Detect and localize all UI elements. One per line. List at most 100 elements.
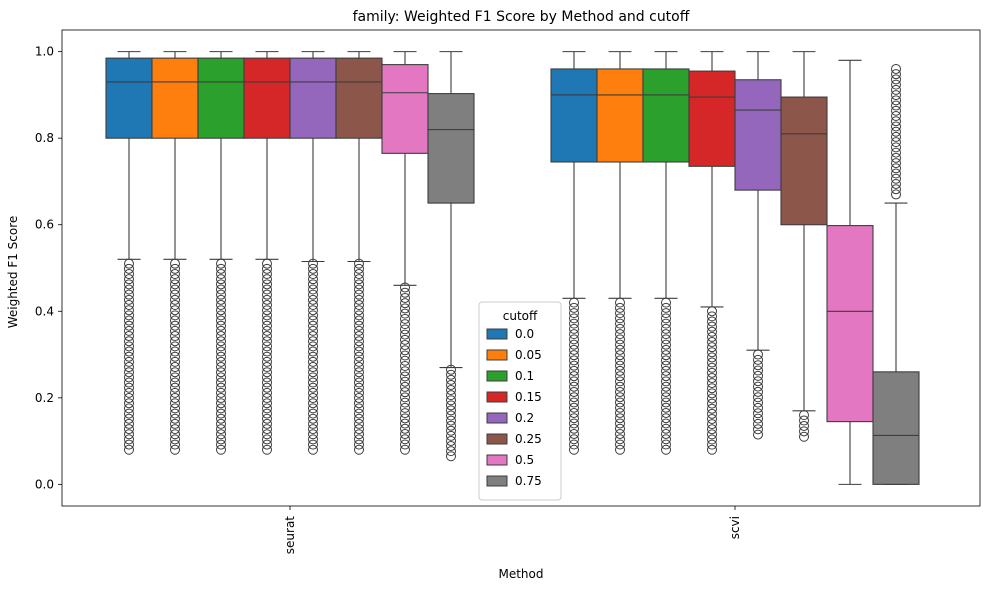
outlier-point xyxy=(170,418,180,429)
outlier-point xyxy=(615,423,625,434)
outlier-point xyxy=(354,279,364,290)
outlier-point xyxy=(262,269,272,280)
outlier-point xyxy=(446,410,456,421)
outlier-point xyxy=(753,402,763,413)
outlier-point xyxy=(661,355,671,366)
box-scvi-0.05 xyxy=(596,51,644,455)
outlier-point xyxy=(615,397,625,408)
outlier-point xyxy=(753,376,763,387)
outlier-point xyxy=(446,430,456,441)
legend-label: 0.05 xyxy=(515,348,542,362)
outlier-point xyxy=(891,189,901,200)
outlier-point xyxy=(707,388,717,399)
outlier-point xyxy=(170,274,180,285)
outlier-point xyxy=(400,397,410,408)
outlier-point xyxy=(446,441,456,452)
outlier-point xyxy=(170,263,180,274)
outlier-point xyxy=(262,263,272,274)
outlier-point xyxy=(354,413,364,424)
outlier-point xyxy=(615,376,625,387)
outlier-point xyxy=(124,356,134,367)
outlier-point xyxy=(569,423,579,434)
outlier-point xyxy=(354,408,364,419)
outlier-point xyxy=(308,300,318,311)
outlier-point xyxy=(615,418,625,429)
outlier-point xyxy=(216,315,226,326)
outlier-point xyxy=(661,302,671,313)
outlier-point xyxy=(124,310,134,321)
outlier-point xyxy=(891,111,901,122)
box-iqr xyxy=(335,57,383,139)
outlier-point xyxy=(262,310,272,321)
outlier-point xyxy=(124,284,134,295)
outlier-point xyxy=(661,329,671,340)
outlier-point xyxy=(400,434,410,445)
outlier-point xyxy=(124,372,134,383)
outlier-point xyxy=(124,320,134,331)
outlier-point xyxy=(170,413,180,424)
outlier-point xyxy=(446,446,456,457)
outlier-point xyxy=(124,367,134,378)
legend-item-0.05: 0.05 xyxy=(486,348,542,362)
outlier-point xyxy=(124,408,134,419)
outlier-point xyxy=(891,184,901,195)
outlier-point xyxy=(124,444,134,455)
outlier-point xyxy=(262,341,272,352)
outlier-point xyxy=(707,429,717,440)
outlier-point xyxy=(216,429,226,440)
outlier-point xyxy=(170,382,180,393)
outlier-point xyxy=(707,337,717,348)
outlier-point xyxy=(216,310,226,321)
outlier-point xyxy=(308,367,318,378)
outlier-point xyxy=(216,336,226,347)
outlier-point xyxy=(308,351,318,362)
outlier-point xyxy=(170,408,180,419)
outlier-point xyxy=(446,364,456,375)
outlier-point xyxy=(124,331,134,342)
outlier-point xyxy=(615,402,625,413)
outlier-point xyxy=(170,387,180,398)
outlier-point xyxy=(891,126,901,137)
outlier-point xyxy=(170,294,180,305)
outlier-point xyxy=(446,379,456,390)
outlier-point xyxy=(354,341,364,352)
outlier-point xyxy=(569,297,579,308)
outlier-point xyxy=(891,63,901,74)
outlier-point xyxy=(216,434,226,445)
y-tick-label: 0.0 xyxy=(35,477,54,491)
outlier-point xyxy=(707,352,717,363)
outlier-point xyxy=(891,95,901,106)
outlier-point xyxy=(124,387,134,398)
outlier-point xyxy=(262,294,272,305)
outlier-point xyxy=(354,300,364,311)
outlier-point xyxy=(308,305,318,316)
x-axis-label: Method xyxy=(498,567,543,581)
outlier-point xyxy=(216,393,226,404)
outlier-point xyxy=(400,387,410,398)
outlier-point xyxy=(216,403,226,414)
outlier-point xyxy=(308,408,318,419)
outlier-point xyxy=(124,418,134,429)
outlier-point xyxy=(400,423,410,434)
outlier-point xyxy=(661,365,671,376)
outlier-point xyxy=(753,365,763,376)
y-axis-label: Weighted F1 Score xyxy=(6,216,20,329)
outlier-point xyxy=(400,303,410,314)
outlier-point xyxy=(124,294,134,305)
outlier-point xyxy=(308,294,318,305)
outlier-point xyxy=(707,383,717,394)
outlier-point xyxy=(661,418,671,429)
outlier-point xyxy=(446,405,456,416)
outlier-point xyxy=(354,424,364,435)
outlier-point xyxy=(400,287,410,298)
outlier-point xyxy=(891,84,901,95)
box-iqr xyxy=(197,57,245,139)
outlier-point xyxy=(661,308,671,319)
box-iqr xyxy=(734,79,782,191)
outlier-point xyxy=(216,325,226,336)
outlier-point xyxy=(400,313,410,324)
outlier-point xyxy=(661,334,671,345)
outlier-point xyxy=(216,418,226,429)
outlier-point xyxy=(216,279,226,290)
outlier-point xyxy=(569,418,579,429)
